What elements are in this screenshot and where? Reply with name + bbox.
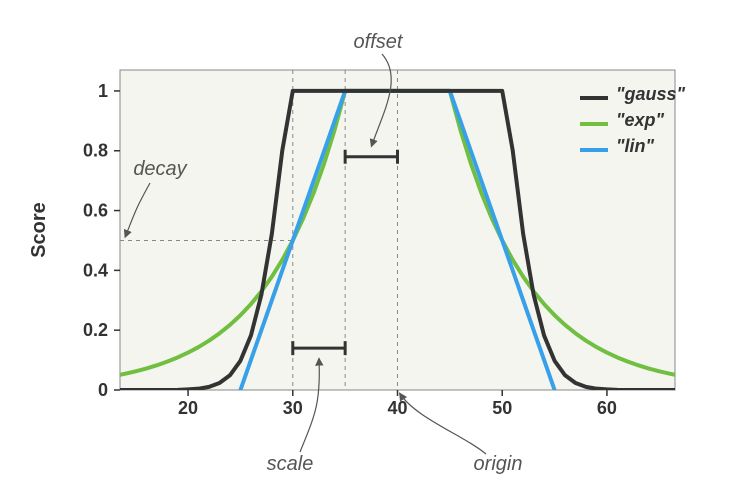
legend-label: "exp" [616, 110, 665, 130]
y-axis-label: Score [28, 202, 50, 258]
annotation-decay: decay [133, 158, 187, 180]
annotation-arrow-origin [400, 393, 487, 454]
y-tick-label: 0.4 [83, 260, 108, 280]
y-tick-label: 0.2 [83, 320, 108, 340]
annotation-offset: offset [354, 31, 404, 53]
y-tick-label: 0 [98, 380, 108, 400]
legend-swatch [580, 122, 608, 126]
x-tick-label: 50 [492, 398, 512, 418]
x-tick-label: 60 [597, 398, 617, 418]
annotation-scale: scale [267, 453, 314, 475]
legend-label: "gauss" [616, 84, 686, 104]
y-tick-label: 0.6 [83, 201, 108, 221]
annotation-origin: origin [474, 453, 523, 475]
y-tick-label: 0.8 [83, 141, 108, 161]
decay-function-chart: { "chart": { "type": "line", "width": 75… [0, 0, 750, 502]
legend-swatch [580, 96, 608, 100]
y-tick-label: 1 [98, 81, 108, 101]
x-tick-label: 20 [178, 398, 198, 418]
legend-label: "lin" [616, 136, 655, 156]
legend-swatch [580, 148, 608, 152]
x-tick-label: 40 [387, 398, 407, 418]
x-tick-label: 30 [283, 398, 303, 418]
chart-svg: 0 0.2 0.4 0.6 0.8 1 20 30 40 50 60 Score "gauss" "exp… [0, 0, 750, 502]
